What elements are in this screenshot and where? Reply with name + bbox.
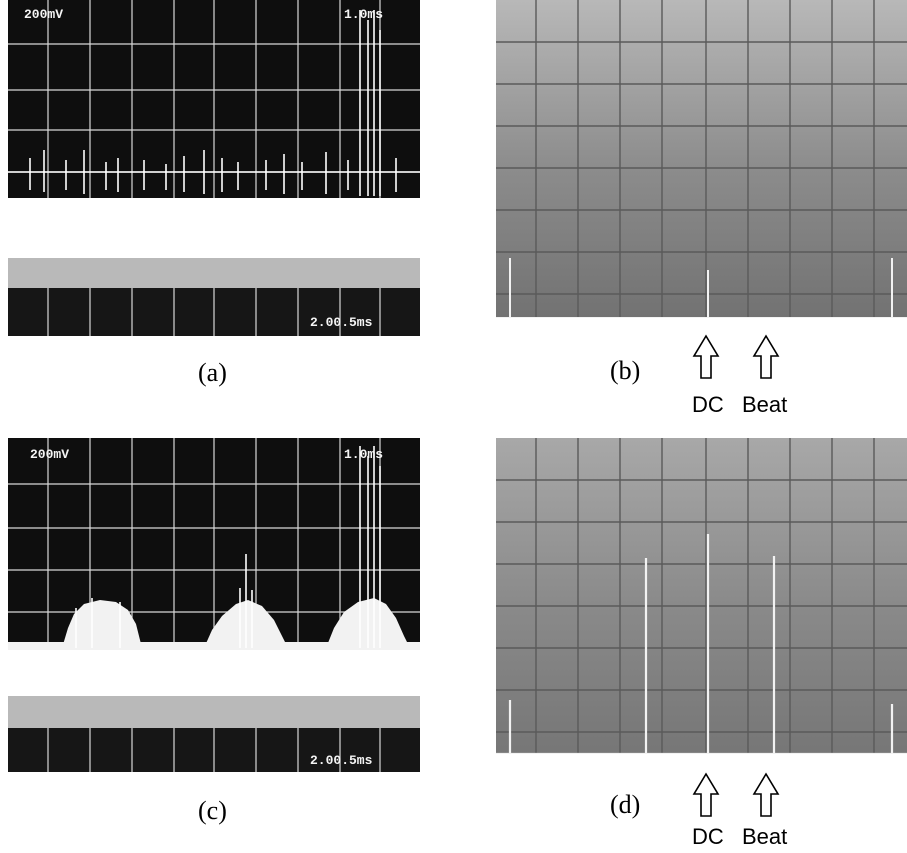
panel-a-volt-label: 200mV (24, 7, 63, 22)
panel-b-grid (496, 0, 907, 336)
panel-a-caption: (a) (198, 358, 227, 387)
panel-a-time-label: 1.0ms (344, 7, 383, 22)
panel-b-caption: (b) (610, 356, 641, 385)
panel-d-spectrum (496, 438, 907, 772)
panel-a-readout: 2.00.5ms (310, 315, 373, 330)
panel-b-beat-label: Beat (742, 392, 788, 417)
panel-d-grid (496, 438, 907, 772)
panel-b-spectrum (496, 0, 907, 336)
panel-d-dc-label: DC (692, 824, 724, 849)
panel-a-oscilloscope: 200mV 1.0ms 2.00.5ms (8, 0, 420, 336)
dc-arrow-icon (692, 772, 720, 817)
panel-c-time-label: 1.0ms (344, 447, 383, 462)
panel-b-dc-label: DC (692, 392, 724, 417)
beat-arrow-icon (752, 334, 780, 379)
panel-d-beat-label: Beat (742, 824, 788, 849)
panel-c-readout: 2.00.5ms (310, 753, 373, 768)
panel-c-envelopes (8, 598, 420, 650)
panel-c-caption: (c) (198, 796, 227, 825)
beat-arrow-icon (752, 772, 780, 817)
panel-c-oscilloscope: 200mV 1.0ms 2.00.5ms (8, 438, 420, 772)
dc-arrow-icon (692, 334, 720, 379)
panel-a-grid (8, 0, 420, 336)
panel-d-caption: (d) (610, 790, 641, 819)
panel-a-trace (8, 10, 420, 196)
panel-c-volt-label: 200mV (30, 447, 69, 462)
panel-c-trace (75, 446, 381, 648)
